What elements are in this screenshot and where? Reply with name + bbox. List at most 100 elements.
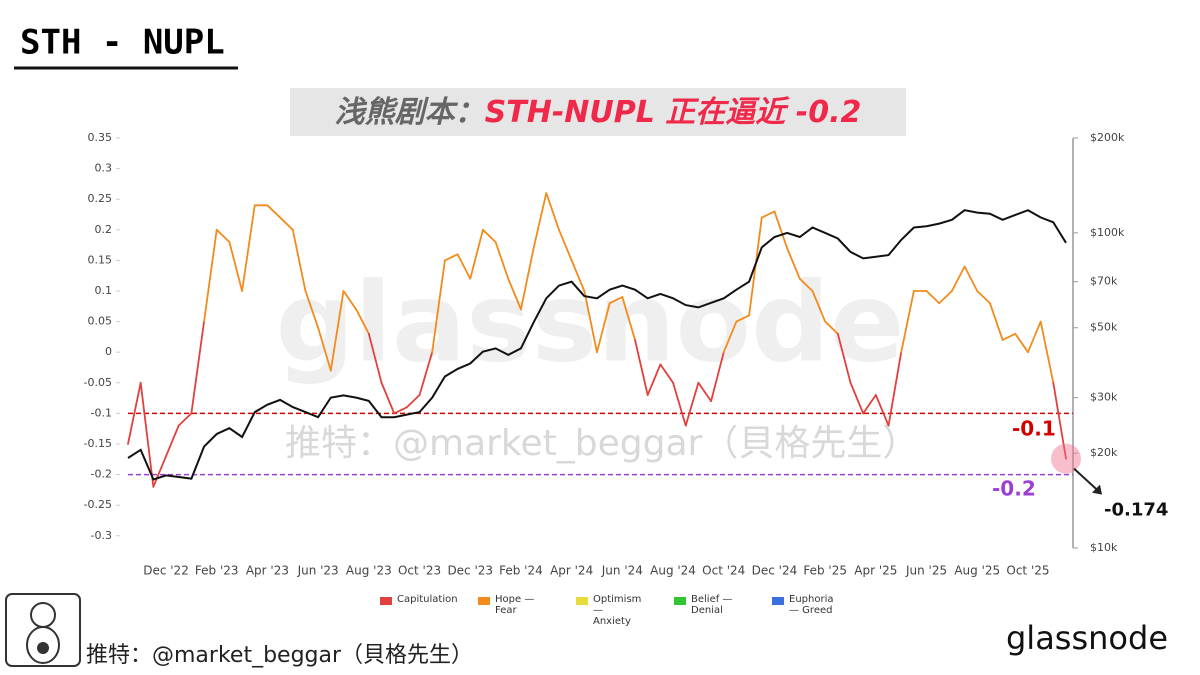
nupl-segment xyxy=(773,210,789,250)
ref-label: -0.1 xyxy=(1012,417,1056,441)
avatar-badge xyxy=(37,642,49,654)
x-tick-label: Jun '24 xyxy=(601,564,643,578)
y2-tick-label: $30k xyxy=(1090,391,1118,404)
nupl-segment xyxy=(938,290,953,305)
nupl-segment xyxy=(532,192,548,250)
last-value-label: -0.174 xyxy=(1104,500,1168,521)
legend-item: Hope — Fear xyxy=(478,594,540,627)
legend-label: Euphoria — Greed xyxy=(789,594,834,616)
nupl-segment xyxy=(545,192,560,231)
nupl-segment xyxy=(862,394,877,415)
nupl-segment xyxy=(127,381,142,445)
legend-swatch xyxy=(674,597,686,605)
legend-swatch xyxy=(772,597,784,605)
y-tick-label: -0.15 xyxy=(84,437,112,450)
nupl-segment xyxy=(266,204,282,219)
y-tick-label: -0.05 xyxy=(84,376,112,389)
nupl-segment xyxy=(976,290,991,305)
y-tick-label: 0.15 xyxy=(88,253,113,266)
nupl-segment xyxy=(570,259,586,292)
y-tick-label: 0.05 xyxy=(88,315,113,328)
y-tick-label: 0.25 xyxy=(88,192,113,205)
nupl-segment xyxy=(558,228,573,262)
ref-label: -0.2 xyxy=(992,477,1036,501)
x-tick-label: Apr '25 xyxy=(854,564,897,578)
legend-swatch xyxy=(380,597,392,605)
nupl-segment xyxy=(887,351,903,427)
title-lead: 浅熊剧本： xyxy=(335,95,485,130)
nupl-segment xyxy=(811,290,827,323)
nupl-segment xyxy=(177,412,193,427)
nupl-segment xyxy=(786,247,801,280)
x-tick-label: Aug '25 xyxy=(954,564,1000,578)
legend-item: Belief — Denial xyxy=(674,594,736,627)
nupl-segment xyxy=(443,253,459,262)
y-tick-label: 0.2 xyxy=(95,223,113,236)
nupl-segment xyxy=(824,320,839,335)
nupl-segment xyxy=(608,296,624,305)
nupl-segment xyxy=(482,228,497,243)
nupl-segment xyxy=(735,314,751,323)
legend-item: Capitulation xyxy=(380,594,458,627)
header: STH - NUPL xyxy=(20,23,225,63)
legend-label: Capitulation xyxy=(397,594,458,605)
callout-arrow xyxy=(1073,467,1099,492)
nupl-segment xyxy=(1039,320,1055,384)
y-tick-label: -0.2 xyxy=(91,468,112,481)
callout-arrowhead xyxy=(1092,484,1102,495)
nupl-segment xyxy=(431,259,446,354)
nupl-segment xyxy=(900,290,915,354)
legend-swatch xyxy=(576,597,588,605)
nupl-segment xyxy=(634,339,649,396)
nupl-segment xyxy=(672,381,687,427)
y2-tick-label: $100k xyxy=(1090,226,1125,239)
watermark: 推特：@market_beggar（貝格先生） xyxy=(285,423,918,464)
legend: Capitulation Hope — Fear Optimism — Anxiet… xyxy=(380,594,834,627)
legend-item: Optimism — Anxiety xyxy=(576,594,641,627)
nupl-segment xyxy=(507,277,522,311)
x-tick-label: Dec '23 xyxy=(447,564,493,578)
x-tick-label: Oct '24 xyxy=(702,564,745,578)
price-line xyxy=(127,209,1067,481)
y2-tick-label: $50k xyxy=(1090,321,1118,334)
nupl-segment xyxy=(659,363,674,384)
title-main: STH-NUPL 正在逼近 -0.2 xyxy=(485,95,862,130)
nupl-segment xyxy=(367,332,383,384)
nupl-segment xyxy=(583,290,598,354)
nupl-segment xyxy=(304,290,320,329)
y2-tick-label: $10k xyxy=(1090,541,1118,554)
nupl-segment xyxy=(989,302,1004,341)
nupl-segment xyxy=(596,302,611,354)
nupl-segment xyxy=(279,216,294,231)
x-tick-label: Jun '23 xyxy=(297,564,339,578)
x-tick-label: Feb '23 xyxy=(195,564,239,578)
x-tick-label: Oct '25 xyxy=(1006,564,1049,578)
nupl-segment xyxy=(684,381,700,427)
nupl-segment xyxy=(621,296,636,341)
x-tick-label: Aug '24 xyxy=(650,564,696,578)
y2-tick-label: $20k xyxy=(1090,446,1118,459)
nupl-segment xyxy=(520,247,535,311)
nupl-segment xyxy=(241,204,256,292)
x-tick-label: Aug '23 xyxy=(346,564,392,578)
y-tick-label: -0.25 xyxy=(84,498,112,511)
x-tick-label: Apr '23 xyxy=(246,564,289,578)
nupl-segment xyxy=(380,381,396,415)
legend-label: Belief — Denial xyxy=(691,594,733,616)
nupl-segment xyxy=(139,381,155,488)
nupl-segment xyxy=(203,228,218,323)
nupl-segment xyxy=(1001,332,1017,341)
x-tick-label: Dec '24 xyxy=(752,564,798,578)
footer-credit: 推特：@market_beggar（貝格先生） xyxy=(86,643,473,668)
y-tick-label: -0.1 xyxy=(91,406,112,419)
last-value-highlight xyxy=(1051,443,1081,474)
nupl-segment xyxy=(760,210,776,219)
x-tick-label: Dec '22 xyxy=(143,564,189,578)
nupl-segment xyxy=(798,277,814,292)
nupl-segment xyxy=(418,351,434,396)
x-tick-label: Apr '24 xyxy=(550,564,593,578)
nupl-segment xyxy=(710,351,725,403)
nupl-segment xyxy=(963,265,979,292)
